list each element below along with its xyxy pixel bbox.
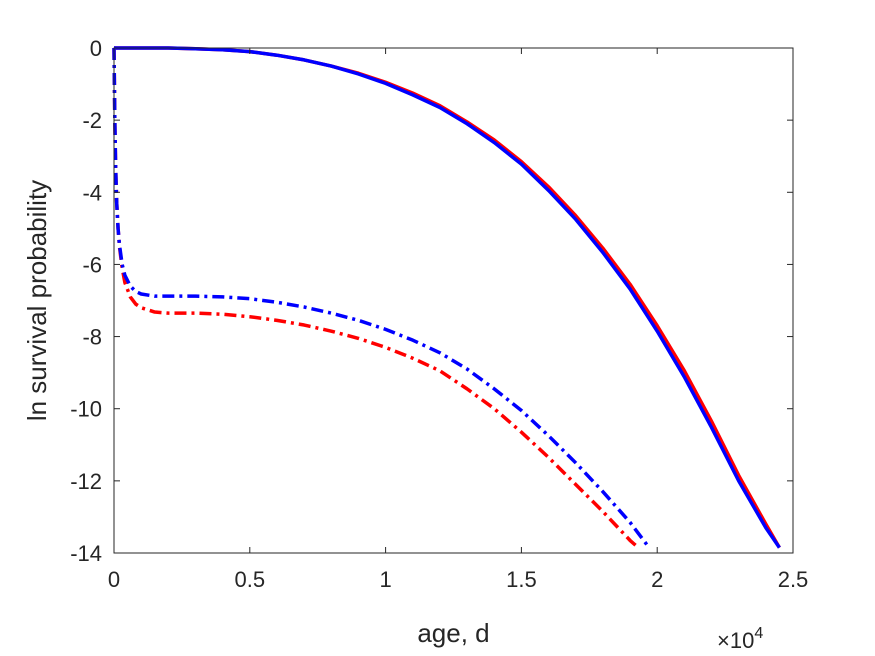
axes-box xyxy=(113,47,794,554)
y-tick-label: -2 xyxy=(82,108,102,133)
x-tick-label: 1 xyxy=(379,567,391,592)
x-axis-exponent: ×104 xyxy=(717,625,763,653)
x-tick-label: 0.5 xyxy=(235,567,266,592)
series-layer xyxy=(112,46,781,549)
y-axis-label: ln survival probability xyxy=(22,180,52,421)
series-line-4 xyxy=(112,47,651,549)
x-axis-label: age, d xyxy=(417,618,489,648)
x-exponent-base: ×10 xyxy=(717,628,754,653)
y-tick-label: 0 xyxy=(90,36,102,61)
y-tick-label: -4 xyxy=(82,180,102,205)
ticks-layer: 0 0.5 1 1.5 2 2.5 0 -2 -4 -6 -8 -10 -12 -14 xyxy=(70,36,808,592)
x-tick-label: 2.5 xyxy=(778,567,809,592)
x-tick-label: 1.5 xyxy=(506,567,537,592)
series-line-2 xyxy=(114,46,781,549)
x-tick-label: 2 xyxy=(651,567,663,592)
y-tick-label: -6 xyxy=(82,252,102,277)
y-tick-label: -14 xyxy=(70,541,102,566)
y-tick-label: -12 xyxy=(70,469,102,494)
y-tick-label: -8 xyxy=(82,325,102,350)
y-tick-label: -10 xyxy=(70,397,102,422)
x-exponent-power: 4 xyxy=(754,625,763,642)
series-line-3 xyxy=(112,47,640,549)
x-tick-label: 0 xyxy=(108,567,120,592)
